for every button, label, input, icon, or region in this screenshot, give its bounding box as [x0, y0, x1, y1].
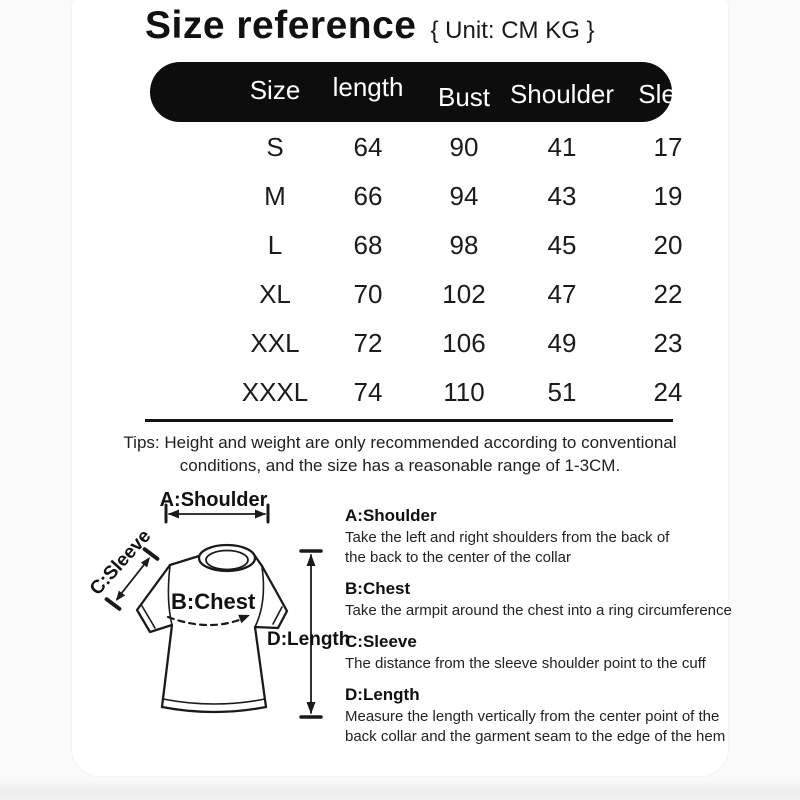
column-header-shoulder: Shoulder — [509, 79, 615, 109]
explanation-chest: B:Chest Take the armpit around the chest… — [345, 579, 733, 621]
length-cell: 64 — [353, 132, 383, 162]
sleeve-cell: 23 — [653, 328, 683, 358]
length-measure-label: D:Length — [267, 629, 351, 650]
table-row: S 64 90 41 17 — [150, 123, 682, 172]
column-header-bust: Bust — [437, 82, 491, 112]
sleeve-arrow-icon — [104, 547, 160, 611]
size-cell: L — [267, 230, 283, 260]
table-row: L 68 98 45 20 — [150, 221, 683, 270]
table-header: Size length Bust Shoulder Sleeve — [150, 62, 718, 122]
length-cell: 74 — [353, 377, 383, 407]
table-row: XXXL 74 110 51 24 — [150, 368, 683, 417]
explanation-shoulder: A:Shoulder Take the left and right shoul… — [345, 506, 733, 568]
bust-cell: 106 — [442, 328, 486, 358]
shoulder-cell: 43 — [547, 181, 577, 211]
sleeve-cell: 17 — [653, 132, 683, 162]
explanation-heading: D:Length — [345, 685, 420, 704]
unit-note: { Unit: CM KG } — [430, 17, 595, 44]
explanation-heading: B:Chest — [345, 579, 411, 598]
length-arrow-icon — [299, 549, 323, 719]
column-header-size: Size — [249, 75, 301, 105]
bust-cell: 110 — [443, 377, 485, 407]
size-table-body: S 64 90 41 17 M 66 94 43 19 L 68 98 45 2… — [150, 123, 683, 417]
length-cell: 68 — [353, 230, 383, 260]
explanation-sleeve: C:Sleeve The distance from the sleeve sh… — [345, 632, 733, 674]
size-cell: S — [266, 132, 284, 162]
size-reference-card: Size reference { Unit: CM KG } Size leng… — [72, 0, 732, 776]
page-title: Size reference — [145, 4, 417, 47]
shoulder-cell: 41 — [547, 132, 577, 162]
sleeve-cell: 20 — [653, 230, 683, 260]
explanation-body: The distance from the sleeve shoulder po… — [345, 655, 706, 672]
bust-cell: 94 — [449, 181, 479, 211]
sleeve-cell: 19 — [653, 181, 683, 211]
tshirt-outline-icon — [135, 543, 289, 714]
shoulder-cell: 49 — [547, 328, 577, 358]
table-row: XXL 72 106 49 23 — [150, 319, 682, 368]
table-bottom-divider — [145, 419, 673, 422]
length-cell: 70 — [353, 279, 383, 309]
length-cell: 66 — [353, 181, 383, 211]
explanation-body: Take the armpit around the chest into a … — [345, 602, 732, 619]
length-cell: 72 — [353, 328, 383, 358]
measurement-explanations: A:Shoulder Take the left and right shoul… — [345, 506, 733, 758]
chest-dashed-arrow-icon — [166, 614, 250, 627]
size-cell: XXL — [250, 328, 300, 358]
explanation-length: D:Length Measure the length vertically f… — [345, 685, 733, 747]
column-header-sleeve: Sleeve — [638, 79, 718, 109]
sleeve-cell: 24 — [653, 377, 683, 407]
tshirt-measurement-diagram — [104, 503, 323, 719]
size-cell: XXXL — [241, 377, 309, 407]
size-cell: M — [264, 181, 286, 211]
bust-cell: 98 — [449, 230, 479, 260]
shoulder-cell: 45 — [547, 230, 577, 260]
table-row: M 66 94 43 19 — [150, 172, 682, 221]
chest-measure-label: B:Chest — [171, 589, 256, 614]
sleeve-cell: 22 — [653, 279, 683, 309]
explanation-heading: C:Sleeve — [345, 632, 417, 651]
explanation-body: Take the left and right shoulders from t… — [345, 529, 670, 566]
shoulder-cell: 47 — [547, 279, 577, 309]
explanation-heading: A:Shoulder — [345, 506, 437, 525]
shoulder-measure-label: A:Shoulder — [159, 489, 268, 511]
shoulder-cell: 51 — [547, 377, 577, 407]
title-row: Size reference { Unit: CM KG } — [145, 4, 595, 48]
bust-cell: 102 — [442, 279, 486, 309]
tips-note: Tips: Height and weight are only recomme… — [123, 433, 677, 475]
table-row: XL 70 102 47 22 — [150, 270, 682, 319]
explanation-body: Measure the length vertically from the c… — [345, 708, 726, 745]
bust-cell: 90 — [449, 132, 479, 162]
column-header-length: length — [332, 72, 404, 102]
shoulder-arrow-icon — [164, 503, 270, 524]
size-cell: XL — [259, 279, 291, 309]
